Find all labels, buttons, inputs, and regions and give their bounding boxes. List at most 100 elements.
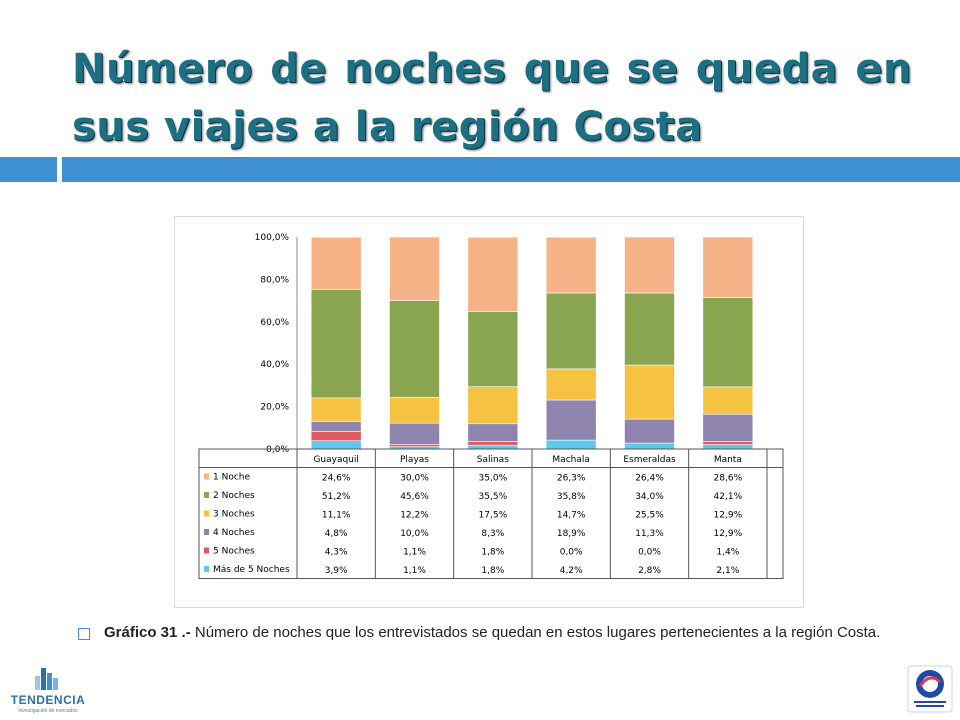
- data-label: 17,5%: [479, 511, 508, 521]
- data-label: 34,0%: [635, 492, 664, 502]
- x-category-label: Esmeraldas: [623, 455, 676, 465]
- bar-segment: [545, 399, 597, 441]
- data-label: 35,5%: [479, 492, 508, 502]
- data-label: 35,8%: [557, 492, 586, 502]
- legend-swatch: [204, 566, 209, 572]
- data-label: 12,9%: [714, 511, 743, 521]
- bar-segment: [310, 397, 362, 422]
- y-tick-label: 40,0%: [260, 360, 289, 370]
- x-category-label: Machala: [552, 455, 589, 465]
- bar-segment: [702, 413, 754, 442]
- data-label: 8,3%: [481, 529, 504, 539]
- legend-label: 2 Noches: [213, 491, 255, 501]
- data-label: 35,0%: [479, 474, 508, 484]
- y-tick-label: 80,0%: [260, 275, 289, 285]
- data-label: 26,3%: [557, 474, 586, 484]
- bar-segment: [545, 236, 597, 294]
- data-table-border: [198, 448, 784, 579]
- bar-segment: [310, 431, 362, 442]
- bar-segment: [624, 418, 675, 444]
- y-tick-label: 100,0%: [255, 233, 290, 243]
- bar-segment: [624, 292, 675, 366]
- bar-segment: [624, 364, 675, 420]
- bar-segment: [702, 297, 754, 388]
- legend-swatch: [204, 473, 209, 480]
- data-label: 4,3%: [325, 548, 348, 558]
- data-label: 4,2%: [560, 566, 583, 576]
- stacked-bar-chart: 0,0% 20,0% 40,0% 60,0% 80,0% 100,0% Guayaquil P…: [198, 233, 784, 579]
- data-label: 24,6%: [322, 474, 351, 484]
- tendencia-logo: TENDENCIA Investigación de mercados: [11, 668, 86, 714]
- bar-segment: [389, 444, 440, 447]
- data-label: 1,1%: [403, 566, 426, 576]
- bar-segment: [545, 292, 597, 370]
- y-tick-label: 20,0%: [260, 403, 289, 413]
- caption-body: Número de noches que los entrevistados s…: [190, 624, 881, 641]
- data-label: 1,1%: [403, 548, 426, 558]
- bar-segment: [389, 300, 440, 398]
- data-label: 28,6%: [714, 474, 743, 484]
- data-label: 11,1%: [322, 511, 351, 521]
- bar-segment: [389, 396, 440, 424]
- figure-caption: Gráfico 31 .- Número de noches que los e…: [78, 622, 916, 644]
- legend-label: 4 Noches: [213, 528, 255, 538]
- bar-segment: [467, 441, 519, 446]
- bar-segment: [389, 422, 440, 445]
- bar-segment: [702, 386, 754, 415]
- bar-segment: [467, 444, 519, 450]
- page-title: Número de noches que se queda en sus via…: [72, 46, 912, 150]
- data-label: 14,7%: [557, 511, 586, 521]
- caption-text: Gráfico 31 .- Número de noches que los e…: [104, 622, 880, 644]
- bar-segment: [389, 236, 440, 301]
- svg-text:TENDENCIA: TENDENCIA: [11, 693, 86, 707]
- x-category-label: Guayaquil: [313, 455, 358, 465]
- caption-label: Gráfico 31 .-: [104, 624, 191, 641]
- legend-label: 5 Noches: [213, 547, 255, 557]
- quito-turismo-logo: [907, 665, 953, 713]
- legend-swatch: [204, 510, 209, 517]
- y-tick-label: 60,0%: [260, 318, 289, 328]
- data-label: 51,2%: [322, 492, 351, 502]
- bar-segment: [467, 423, 519, 442]
- header-accent-block: [0, 157, 57, 182]
- bar-segment: [310, 440, 362, 450]
- data-label: 0,0%: [560, 548, 583, 558]
- legend-swatch: [204, 492, 209, 498]
- data-label: 10,0%: [400, 529, 429, 539]
- bar-segment: [624, 442, 675, 450]
- bar-segment: [310, 236, 362, 290]
- data-label: 0,0%: [638, 548, 661, 558]
- data-label: 12,2%: [400, 511, 429, 521]
- bar-segment: [545, 439, 597, 450]
- bar-segment: [624, 236, 675, 294]
- x-category-label: Manta: [714, 455, 742, 465]
- bar-segment: [702, 236, 754, 298]
- data-label: 2,1%: [716, 566, 739, 576]
- data-label: 3,9%: [325, 566, 348, 576]
- legend-swatch: [204, 529, 209, 535]
- data-label: 30,0%: [400, 474, 429, 484]
- data-label: 4,8%: [325, 529, 348, 539]
- data-label: 1,8%: [481, 566, 504, 576]
- data-label: 42,1%: [714, 492, 743, 502]
- data-label: 1,8%: [481, 548, 504, 558]
- header-band: [62, 157, 960, 182]
- legend-swatch: [204, 547, 209, 554]
- data-label: 2,8%: [638, 566, 661, 576]
- data-label: 18,9%: [557, 529, 586, 539]
- svg-text:Investigación de mercados: Investigación de mercados: [18, 708, 78, 714]
- data-label: 25,5%: [635, 511, 664, 521]
- bullet-icon: [78, 628, 90, 640]
- legend-label: 1 Noche: [213, 473, 250, 483]
- bar-segment: [310, 289, 362, 399]
- bar-segment: [702, 441, 754, 445]
- bar-segment: [702, 444, 754, 450]
- bar-segment: [545, 368, 597, 401]
- bar-segment: [310, 421, 362, 432]
- x-category-label: Playas: [400, 455, 429, 465]
- data-label: 12,9%: [714, 529, 743, 539]
- data-label: 1,4%: [716, 548, 739, 558]
- bar-segment: [467, 386, 519, 425]
- data-label: 45,6%: [400, 492, 429, 502]
- data-label: 11,3%: [635, 529, 664, 539]
